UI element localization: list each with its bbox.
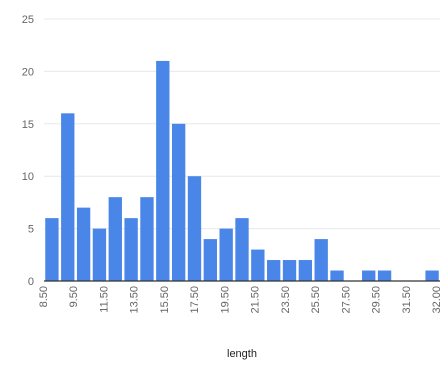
x-tick-label: 21.50 [250, 286, 262, 314]
bar [92, 228, 107, 281]
bar [314, 239, 328, 281]
bar [45, 218, 59, 281]
bar [267, 260, 281, 281]
bar [187, 176, 202, 281]
bar [140, 197, 154, 281]
bar [76, 207, 91, 281]
bar [377, 270, 392, 281]
x-tick-label: 19.50 [219, 286, 231, 314]
x-tick-label: 31.50 [401, 286, 413, 314]
y-tick-label: 0 [28, 276, 34, 288]
x-tick-label: 17.50 [189, 286, 201, 314]
bar [171, 123, 186, 281]
gridlines [44, 18, 440, 230]
x-tick-label: 27.50 [340, 286, 352, 314]
x-tick-label: 32.00 [431, 286, 443, 314]
x-tick-label: 25.50 [310, 286, 322, 314]
y-tick-label: 15 [22, 119, 34, 131]
y-tick-label: 25 [22, 14, 34, 26]
x-tick-label: 15.50 [159, 286, 171, 314]
x-tick-label: 23.50 [280, 286, 292, 314]
bar [425, 270, 439, 281]
x-tick-label: 29.50 [371, 286, 383, 314]
x-axis-label: length [227, 348, 257, 360]
y-tick-label: 5 [28, 224, 34, 236]
bar [203, 239, 217, 281]
bar [251, 249, 265, 281]
bar [108, 197, 122, 281]
bars [45, 60, 439, 281]
bar [156, 60, 170, 281]
bar [330, 270, 344, 281]
bar [298, 260, 313, 281]
x-tick-label: 9.50 [68, 286, 80, 307]
x-tick-label: 13.50 [129, 286, 141, 314]
x-tick-label: 8.50 [38, 286, 50, 307]
x-tick-label: 11.50 [98, 286, 110, 313]
bar [124, 218, 138, 281]
bar [61, 113, 75, 281]
y-tick-label: 20 [22, 66, 34, 78]
x-axis-ticks: 8.50 9.50 11.50 13.50 15.50 17.50 19.50 21.50 23… [38, 286, 443, 314]
bar [219, 228, 233, 281]
bar [235, 218, 249, 281]
bar [362, 270, 376, 281]
bar [282, 260, 297, 281]
y-axis-ticks: 0 5 10 15 20 25 [22, 14, 34, 288]
y-tick-label: 10 [22, 171, 34, 183]
